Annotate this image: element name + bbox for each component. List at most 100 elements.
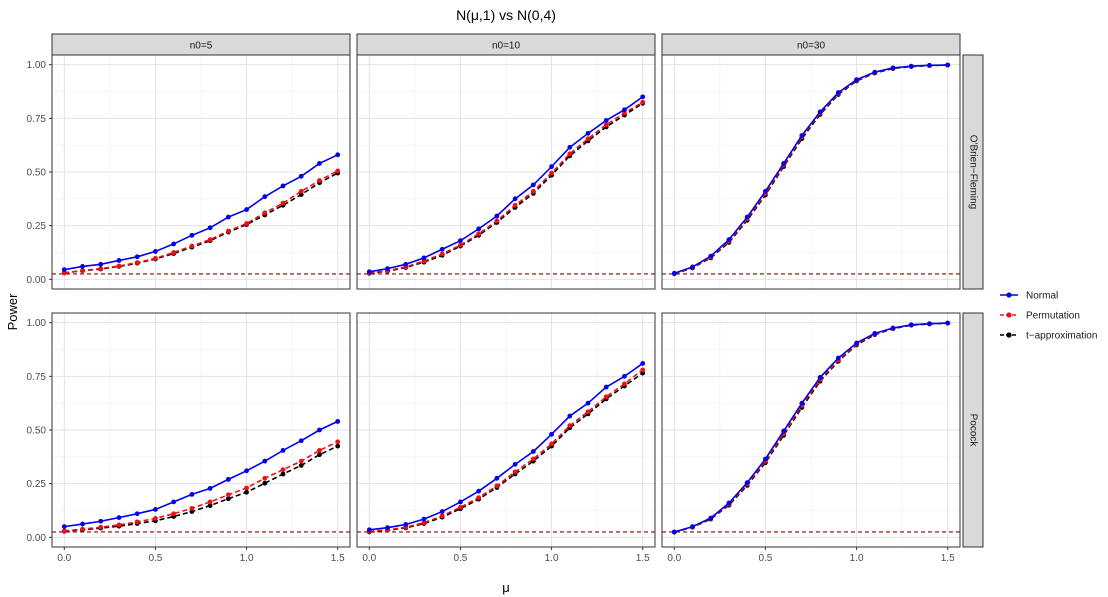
series-line — [369, 372, 644, 533]
panels-layer: n0=5 n0=10 n0=30 O'Brien−Fleming Pocock 0.00 0… — [27, 33, 984, 564]
row-strip: O'Brien−Fleming — [962, 54, 984, 290]
y-axis-label: Power — [5, 293, 20, 331]
data-point — [835, 90, 841, 95]
data-point — [854, 77, 859, 83]
y-tick-label: 0.75 — [27, 372, 47, 383]
data-point — [171, 250, 177, 255]
data-point — [225, 214, 231, 220]
data-point — [585, 409, 591, 415]
data-point — [298, 438, 304, 444]
data-point — [403, 261, 409, 267]
series-line — [64, 445, 339, 533]
data-point — [207, 237, 213, 243]
data-point — [817, 375, 823, 380]
y-tick-label: 1.00 — [27, 318, 47, 329]
series-line — [369, 96, 644, 273]
series-line — [64, 441, 339, 532]
x-tick-label: 0.5 — [758, 553, 772, 564]
data-point — [244, 485, 249, 491]
data-point — [439, 251, 445, 257]
data-point — [835, 355, 841, 361]
data-point — [494, 213, 500, 219]
row-strip-label: O'Brien−Fleming — [968, 135, 979, 209]
data-point — [298, 173, 304, 179]
data-point — [207, 485, 213, 491]
data-point — [890, 65, 896, 71]
data-point — [458, 499, 463, 505]
data-point — [207, 499, 213, 505]
series-line — [369, 369, 644, 533]
data-point — [335, 168, 341, 174]
data-point — [225, 496, 231, 502]
data-point — [512, 461, 518, 467]
data-point — [690, 524, 695, 530]
data-point — [549, 441, 554, 447]
data-point — [458, 242, 463, 248]
data-point — [945, 62, 951, 68]
data-point — [512, 196, 518, 202]
data-point — [134, 519, 140, 525]
data-point — [799, 133, 805, 138]
data-point — [817, 109, 823, 115]
data-point — [763, 188, 768, 194]
series-line — [64, 154, 339, 271]
y-tick-label: 0.50 — [27, 168, 47, 179]
data-point — [585, 136, 591, 142]
data-point — [280, 183, 286, 189]
column-strip: n0=5 — [51, 33, 351, 56]
data-point — [298, 188, 304, 194]
data-point — [98, 524, 104, 530]
data-point — [317, 161, 322, 166]
facet-panel — [356, 312, 656, 548]
data-point — [744, 480, 750, 485]
data-point — [421, 516, 427, 522]
y-tick-label: 0.50 — [27, 426, 47, 437]
row-strip-label: Pocock — [968, 414, 979, 448]
data-point — [872, 330, 878, 336]
data-point — [335, 439, 341, 445]
legend-entry: Permutation — [1000, 311, 1080, 322]
series-line — [369, 362, 644, 531]
data-point — [189, 505, 195, 511]
facet-panel — [51, 312, 351, 548]
series-line — [64, 172, 339, 274]
column-strip: n0=30 — [661, 33, 961, 56]
data-point — [262, 210, 268, 216]
legend-label: Permutation — [1026, 311, 1080, 322]
data-point — [530, 449, 536, 454]
facet-panel — [51, 54, 351, 290]
data-point — [153, 249, 158, 254]
y-tick-label: 1.00 — [27, 60, 47, 71]
data-point — [671, 529, 677, 535]
data-point — [640, 367, 646, 373]
x-tick-label: 1.5 — [636, 553, 650, 564]
data-point — [603, 384, 609, 390]
data-point — [530, 188, 536, 194]
y-tick-label: 0.75 — [27, 114, 47, 125]
x-tick-label: 1.5 — [331, 553, 345, 564]
x-tick-label: 0.0 — [57, 553, 71, 564]
data-point — [153, 516, 158, 521]
data-point — [98, 261, 104, 267]
data-point — [116, 258, 122, 263]
y-tick-label: 0.00 — [27, 275, 47, 286]
column-strip-label: n0=30 — [797, 41, 826, 52]
row-strip: Pocock — [962, 312, 984, 548]
column-strip: n0=10 — [356, 33, 656, 56]
data-point — [317, 447, 322, 453]
data-point — [671, 270, 677, 276]
legend-label: t−approximation — [1026, 331, 1097, 342]
data-point — [98, 518, 104, 524]
data-point — [476, 231, 482, 237]
data-point — [439, 509, 445, 514]
data-point — [585, 130, 591, 136]
data-point — [225, 228, 231, 234]
data-point — [799, 400, 805, 406]
data-point — [622, 373, 627, 379]
data-point — [262, 475, 268, 481]
series-line — [369, 101, 644, 274]
facet-panel — [661, 312, 961, 548]
data-point — [171, 511, 177, 517]
legend-entry: t−approximation — [1000, 331, 1097, 342]
data-point — [80, 268, 85, 274]
